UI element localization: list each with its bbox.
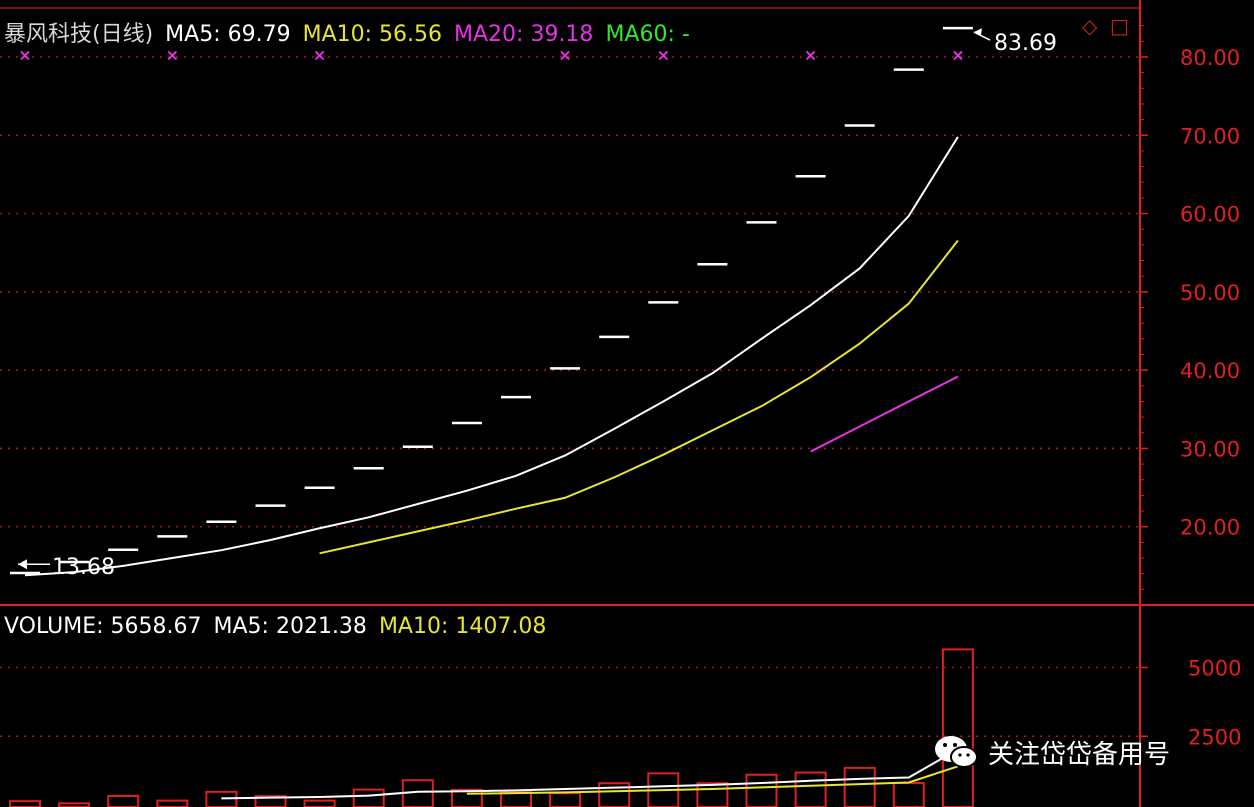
volume-bar — [205, 790, 238, 807]
volume-tick-label: 2500 — [1188, 725, 1241, 749]
price-tick-label: 40.00 — [1180, 359, 1240, 383]
volume-header: VOLUME: 5658.67 MA5: 2021.38 MA10: 1407.08 — [4, 614, 558, 639]
volume-bar — [843, 766, 876, 807]
wechat-icon — [935, 736, 978, 768]
price-tick-label: 50.00 — [1180, 281, 1240, 305]
signal-marker: × — [166, 46, 179, 65]
volume-label: VOLUME: 5658.67 — [4, 614, 202, 639]
price-tick-label: 30.00 — [1180, 437, 1240, 461]
signal-marker: × — [313, 46, 326, 65]
volume-bar — [549, 792, 582, 807]
volume-ma5-line — [221, 748, 959, 800]
price-ma10-line — [319, 239, 959, 555]
volume-bar — [254, 795, 287, 807]
volume-ma5-label: MA5: 2021.38 — [213, 614, 367, 639]
volume-bar — [500, 791, 532, 807]
signal-marker: × — [951, 46, 964, 65]
low-arrowhead — [18, 559, 27, 570]
price-header: 暴风科技(日线) MA5: 69.79 MA10: 56.56 MA20: 39.18… — [4, 16, 702, 48]
price-ma5-line — [24, 136, 959, 577]
volume-bar — [352, 788, 385, 807]
low-price-label: 13.68 — [52, 555, 115, 580]
high-price-label: 83.69 — [994, 31, 1057, 56]
volume-bar — [450, 788, 483, 807]
volume-ma10-line — [466, 765, 959, 795]
signal-marker: × — [657, 46, 670, 65]
volume-bar — [9, 800, 41, 807]
volume-bar — [892, 782, 925, 807]
watermark-text: 关注岱岱备用号 — [988, 739, 1171, 770]
volume-tick-label: 5000 — [1188, 657, 1241, 681]
volume-ma10-label: MA10: 1407.08 — [378, 614, 547, 639]
ma5-label: MA5: 69.79 — [165, 22, 291, 47]
volume-bar — [156, 799, 189, 807]
stock-name: 暴风科技(日线) — [4, 22, 154, 47]
volume-bar — [58, 802, 91, 807]
volume-bar — [745, 773, 778, 807]
high-arrowhead — [973, 28, 982, 37]
price-tick-label: 60.00 — [1180, 203, 1240, 227]
volume-bar — [696, 782, 729, 807]
price-tick-label: 80.00 — [1180, 46, 1240, 70]
price-tick-label: 70.00 — [1180, 124, 1240, 148]
ma20-label: MA20: 39.18 — [454, 22, 594, 47]
watermark: 关注岱岱备用号 — [932, 730, 1170, 774]
signal-marker: × — [558, 46, 571, 65]
volume-bar — [598, 782, 631, 807]
ma60-label: MA60: - — [605, 22, 690, 47]
signal-marker: × — [18, 46, 31, 65]
ma10-label: MA10: 56.56 — [302, 22, 443, 47]
price-tick-label: 20.00 — [1180, 516, 1240, 540]
signal-marker: × — [804, 46, 817, 65]
price-ma20-line — [810, 375, 959, 453]
diamond-icon[interactable]: ◇ — [1082, 14, 1098, 38]
volume-bar — [941, 648, 974, 807]
volume-bar — [794, 771, 827, 807]
volume-bar — [303, 799, 336, 807]
volume-bar — [107, 794, 140, 807]
window-toggle-icon[interactable]: □ — [1110, 14, 1129, 38]
